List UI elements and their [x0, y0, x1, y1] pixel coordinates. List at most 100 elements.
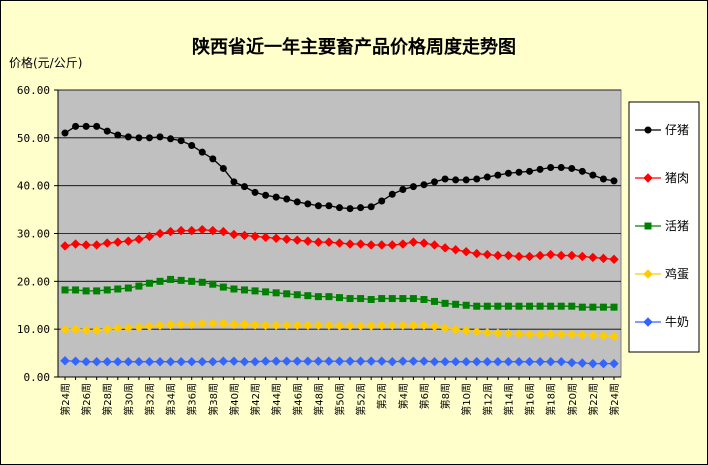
x-tick-label: 第34周	[165, 383, 178, 416]
x-tick-label: 第44周	[270, 383, 283, 416]
data-point	[282, 356, 292, 366]
data-point	[461, 325, 471, 336]
series-3	[60, 318, 619, 342]
data-point	[262, 288, 270, 296]
data-point	[598, 253, 609, 264]
data-point	[70, 239, 81, 249]
data-point	[462, 301, 470, 309]
data-point	[198, 148, 206, 156]
data-point	[367, 203, 375, 211]
data-point	[292, 235, 302, 245]
data-point	[260, 232, 271, 243]
data-point	[366, 321, 376, 331]
data-point	[123, 236, 134, 246]
data-point	[167, 275, 175, 283]
data-point	[155, 228, 165, 239]
data-point	[588, 252, 598, 263]
legend-item: 牛奶	[635, 314, 689, 329]
data-point	[219, 164, 227, 172]
data-point	[186, 319, 197, 330]
data-point	[229, 356, 239, 366]
data-point	[408, 237, 419, 247]
data-point	[240, 183, 248, 191]
data-point	[514, 356, 524, 367]
data-point	[431, 297, 439, 305]
data-point	[176, 356, 186, 367]
data-point	[229, 319, 239, 330]
data-point	[324, 320, 334, 331]
series-2	[61, 275, 618, 311]
data-point	[271, 233, 281, 243]
x-tick-label: 第50周	[334, 383, 347, 416]
data-point	[378, 197, 386, 205]
data-point	[165, 226, 176, 237]
data-point	[230, 178, 238, 186]
data-point	[103, 286, 111, 294]
data-point	[102, 238, 112, 248]
data-point	[568, 302, 576, 310]
data-point	[81, 325, 91, 335]
x-tick-label: 第18周	[545, 383, 558, 416]
data-point	[419, 238, 429, 248]
data-point	[282, 234, 292, 244]
series-0	[61, 122, 618, 213]
data-point	[535, 250, 545, 261]
data-point	[283, 195, 291, 203]
data-point	[134, 322, 144, 332]
data-point	[387, 240, 397, 250]
data-point	[262, 191, 270, 199]
data-point	[450, 324, 461, 335]
data-point	[503, 250, 514, 261]
data-point	[93, 122, 101, 130]
data-point	[304, 200, 312, 208]
data-point	[589, 171, 597, 179]
data-point	[599, 175, 607, 183]
x-tick-label: 第24周	[59, 383, 72, 416]
data-point	[336, 204, 343, 212]
data-point	[208, 356, 218, 367]
data-point	[431, 178, 439, 186]
data-point	[239, 230, 250, 241]
data-point	[324, 237, 334, 247]
data-point	[441, 299, 449, 307]
data-point	[219, 283, 227, 291]
y-tick-label: 60.00	[17, 84, 50, 97]
x-tick-label: 第30周	[122, 383, 135, 416]
data-point	[218, 318, 229, 329]
data-point	[334, 238, 345, 248]
data-point	[535, 356, 545, 367]
legend-box	[628, 101, 700, 353]
data-point	[524, 329, 535, 340]
data-point	[177, 137, 185, 145]
data-point	[113, 237, 123, 247]
y-tick-label: 40.00	[17, 180, 50, 193]
data-point	[155, 320, 165, 331]
data-point	[70, 356, 81, 366]
data-point	[398, 320, 408, 331]
y-tick-label: 50.00	[17, 132, 50, 145]
data-point	[114, 131, 122, 139]
data-point	[251, 188, 259, 196]
data-point	[589, 303, 597, 311]
data-point	[272, 289, 280, 297]
x-tick-label: 第6周	[418, 383, 431, 409]
data-point	[556, 329, 566, 340]
data-point	[357, 295, 365, 303]
data-point	[366, 240, 376, 250]
x-tick-label: 第2周	[376, 383, 389, 409]
data-point	[494, 302, 502, 310]
data-point	[167, 135, 175, 143]
data-point	[176, 319, 186, 330]
data-point	[218, 356, 229, 366]
data-point	[598, 358, 609, 369]
data-point	[473, 175, 481, 183]
x-tick-label: 第10周	[460, 383, 473, 416]
data-point	[156, 133, 164, 141]
data-point	[145, 279, 153, 287]
x-tick-label: 第14周	[502, 383, 515, 416]
data-point	[578, 303, 586, 311]
data-point	[336, 294, 343, 302]
data-point	[123, 323, 134, 333]
